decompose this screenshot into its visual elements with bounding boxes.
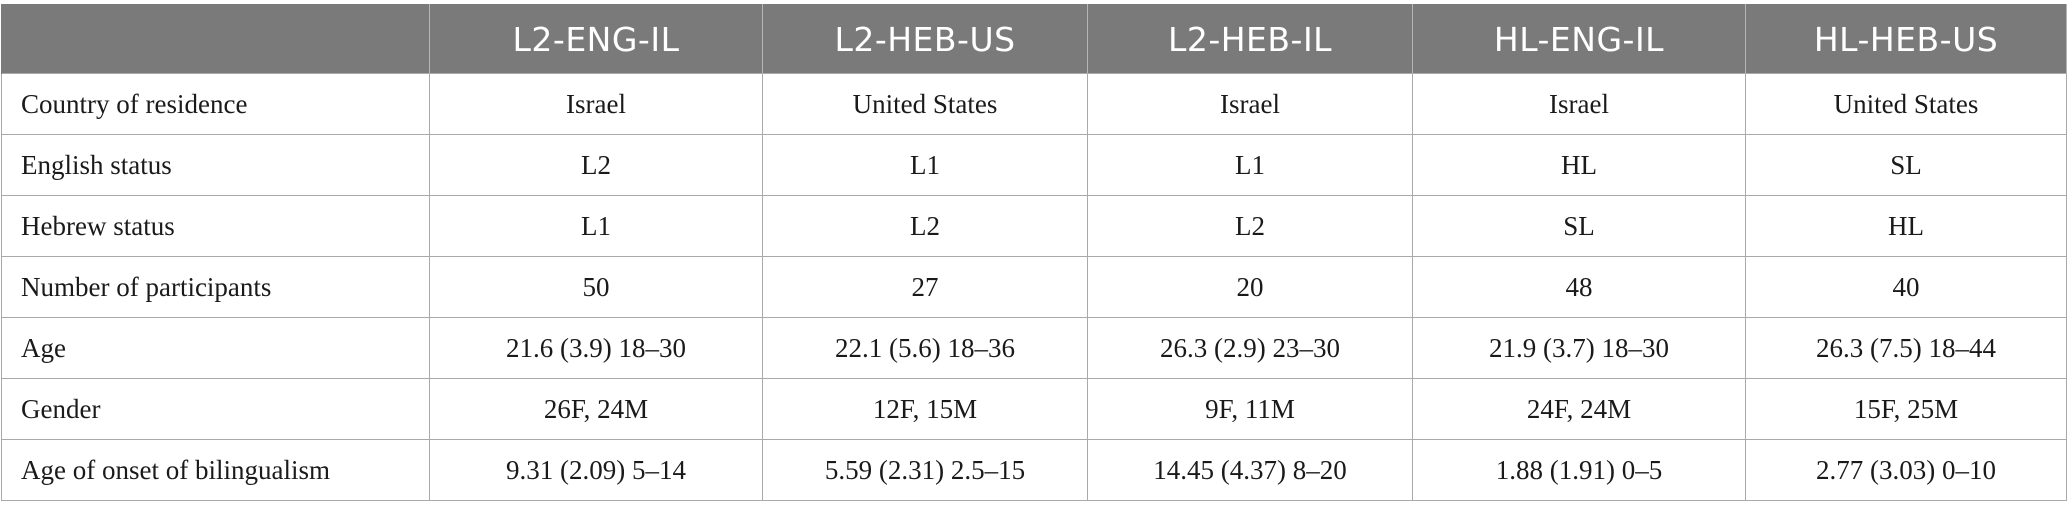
table-cell: 50 [429,256,763,318]
table-cell: United States [762,73,1088,135]
table-cell: 9F, 11M [1087,378,1413,440]
table-cell: 21.6 (3.9) 18–30 [429,317,763,379]
table-cell: 40 [1745,256,2067,318]
column-header-hl-eng-il: HL-ENG-IL [1412,4,1746,74]
table-cell: HL [1412,134,1746,196]
column-header-l2-heb-il: L2-HEB-IL [1087,4,1413,74]
table-cell: 22.1 (5.6) 18–36 [762,317,1088,379]
table-header: L2-ENG-IL L2-HEB-US L2-HEB-IL HL-ENG-IL … [1,4,2067,74]
table-cell: 2.77 (3.03) 0–10 [1745,439,2067,501]
row-label: English status [1,134,430,196]
header-corner-cell [1,4,430,74]
table-cell: 48 [1412,256,1746,318]
participant-characteristics-table: L2-ENG-IL L2-HEB-US L2-HEB-IL HL-ENG-IL … [1,4,2067,501]
table-cell: 1.88 (1.91) 0–5 [1412,439,1746,501]
row-label: Age of onset of bilingualism [1,439,430,501]
table-cell: 12F, 15M [762,378,1088,440]
table-cell: L1 [762,134,1088,196]
table-cell: L2 [1087,195,1413,257]
table-cell: L1 [1087,134,1413,196]
table-cell: 26.3 (7.5) 18–44 [1745,317,2067,379]
table-row-gender: Gender 26F, 24M 12F, 15M 9F, 11M 24F, 24… [1,378,2067,440]
table-cell: L2 [429,134,763,196]
table-row-hebrew-status: Hebrew status L1 L2 L2 SL HL [1,195,2067,257]
table-row-country: Country of residence Israel United State… [1,73,2067,135]
table-cell: Israel [1412,73,1746,135]
row-label: Gender [1,378,430,440]
table-cell: 24F, 24M [1412,378,1746,440]
table-row-age-of-onset: Age of onset of bilingualism 9.31 (2.09)… [1,439,2067,501]
table-cell: Israel [1087,73,1413,135]
table-row-participants: Number of participants 50 27 20 48 40 [1,256,2067,318]
column-header-l2-heb-us: L2-HEB-US [762,4,1088,74]
table-cell: 5.59 (2.31) 2.5–15 [762,439,1088,501]
table-cell: Israel [429,73,763,135]
table-cell: SL [1412,195,1746,257]
table-cell: 21.9 (3.7) 18–30 [1412,317,1746,379]
row-label: Hebrew status [1,195,430,257]
table-cell: SL [1745,134,2067,196]
table-cell: L2 [762,195,1088,257]
header-row: L2-ENG-IL L2-HEB-US L2-HEB-IL HL-ENG-IL … [1,4,2067,74]
table-cell: HL [1745,195,2067,257]
row-label: Number of participants [1,256,430,318]
row-label: Country of residence [1,73,430,135]
table-cell: United States [1745,73,2067,135]
table-row-age: Age 21.6 (3.9) 18–30 22.1 (5.6) 18–36 26… [1,317,2067,379]
column-header-hl-heb-us: HL-HEB-US [1745,4,2067,74]
table-cell: 26.3 (2.9) 23–30 [1087,317,1413,379]
table-cell: 20 [1087,256,1413,318]
table-cell: 14.45 (4.37) 8–20 [1087,439,1413,501]
table-cell: 9.31 (2.09) 5–14 [429,439,763,501]
table-cell: L1 [429,195,763,257]
table-row-english-status: English status L2 L1 L1 HL SL [1,134,2067,196]
column-header-l2-eng-il: L2-ENG-IL [429,4,763,74]
table-cell: 15F, 25M [1745,378,2067,440]
table-cell: 26F, 24M [429,378,763,440]
table-cell: 27 [762,256,1088,318]
table-body: Country of residence Israel United State… [1,73,2067,501]
row-label: Age [1,317,430,379]
